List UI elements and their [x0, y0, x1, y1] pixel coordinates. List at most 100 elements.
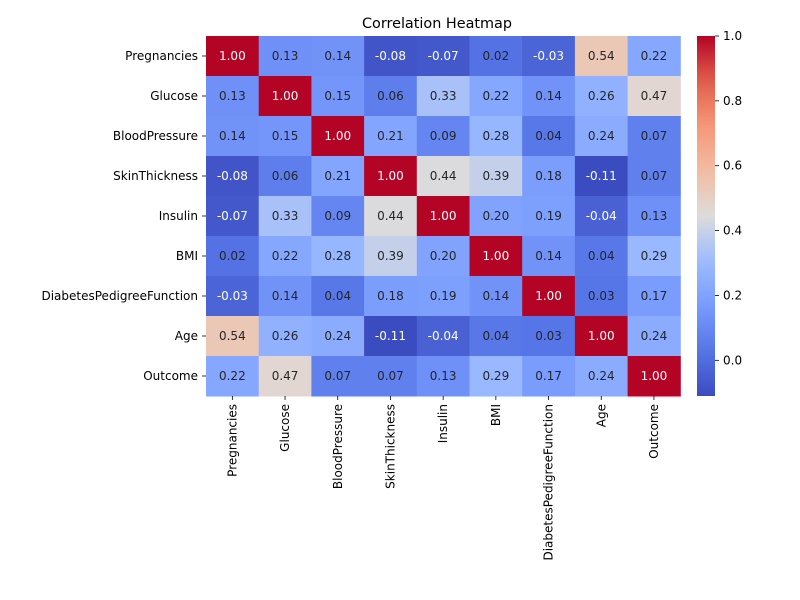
- cell-value-label: 0.24: [588, 129, 615, 143]
- cell-value-label: 0.06: [272, 169, 299, 183]
- cell-value-label: 0.19: [430, 289, 457, 303]
- heatmap-cell: [574, 276, 629, 317]
- cell-value-label: 0.39: [482, 169, 509, 183]
- heatmap-cell: [574, 236, 629, 277]
- heatmap-cell: [206, 276, 260, 317]
- cell-value-label: 0.03: [535, 329, 562, 343]
- heatmap-cell: [416, 276, 470, 317]
- heatmap-cell: [206, 196, 260, 237]
- x-tick-label: Insulin: [436, 404, 450, 443]
- heatmap-cell: [574, 36, 629, 77]
- heatmap-cell: [522, 156, 576, 197]
- heatmap-cell: [206, 236, 260, 277]
- cell-value-label: 0.14: [272, 289, 299, 303]
- heatmap-cell: [364, 76, 418, 117]
- heatmap-cell: [416, 76, 470, 117]
- cell-value-label: 0.15: [272, 129, 299, 143]
- heatmap-cell: [574, 356, 629, 397]
- cell-value-label: -0.11: [375, 329, 406, 343]
- cell-value-label: 1.00: [588, 329, 615, 343]
- heatmap-cell: [364, 36, 418, 77]
- heatmap-cell: [311, 276, 365, 317]
- cell-value-label: 0.15: [324, 89, 351, 103]
- heatmap-cell: [469, 316, 523, 357]
- cell-value-label: 0.03: [588, 289, 615, 303]
- heatmap-cell: [206, 116, 260, 157]
- x-tick-label: BloodPressure: [331, 404, 345, 489]
- cell-value-label: 0.39: [377, 249, 404, 263]
- x-tick-label: DiabetesPedigreeFunction: [542, 404, 556, 561]
- colorbar-tick-label: 0.4: [723, 224, 742, 238]
- heatmap-cell: [627, 276, 681, 317]
- cell-value-label: 0.24: [324, 329, 351, 343]
- heatmap-cell: [574, 316, 629, 357]
- heatmap-cell: [574, 116, 629, 157]
- cell-value-label: 0.07: [324, 369, 351, 383]
- heatmap-cell: [522, 276, 576, 317]
- cell-value-label: 0.14: [535, 89, 562, 103]
- heatmap-cell: [469, 156, 523, 197]
- y-tick-label: BMI: [176, 249, 198, 263]
- cell-value-label: 0.47: [641, 89, 668, 103]
- heatmap-cell: [469, 236, 523, 277]
- cell-value-label: 0.18: [377, 289, 404, 303]
- heatmap-cell: [627, 196, 681, 237]
- cell-value-label: 0.14: [219, 129, 246, 143]
- heatmap-cell: [311, 156, 365, 197]
- heatmap-cell: [522, 316, 576, 357]
- heatmap-cell: [416, 196, 470, 237]
- cell-value-label: -0.03: [533, 49, 564, 63]
- x-tick-label: Age: [594, 404, 608, 427]
- cell-value-label: 0.47: [272, 369, 299, 383]
- x-tick-label: Pregnancies: [225, 404, 239, 477]
- heatmap-cell: [364, 116, 418, 157]
- heatmap-cell: [364, 316, 418, 357]
- y-tick-label: BloodPressure: [113, 129, 198, 143]
- cell-value-label: 0.17: [535, 369, 562, 383]
- cell-value-label: 0.18: [535, 169, 562, 183]
- heatmap-cell: [206, 36, 260, 77]
- heatmap-cell: [311, 116, 365, 157]
- heatmap-cell: [311, 76, 365, 117]
- heatmap-cell: [469, 356, 523, 397]
- cell-value-label: 0.24: [641, 329, 668, 343]
- colorbar-gradient: [697, 36, 715, 396]
- heatmap-cell: [258, 316, 312, 357]
- heatmap-cell: [206, 156, 260, 197]
- cell-value-label: 0.04: [324, 289, 351, 303]
- colorbar-tick-label: 0.8: [723, 94, 742, 108]
- x-tick-label: Glucose: [278, 404, 292, 452]
- heatmap-cell: [522, 76, 576, 117]
- cell-value-label: 0.22: [482, 89, 509, 103]
- cell-value-label: 0.02: [482, 49, 509, 63]
- y-tick-label: Glucose: [150, 89, 198, 103]
- colorbar-tick-label: 1.0: [723, 29, 742, 43]
- cell-value-label: 0.02: [219, 249, 246, 263]
- chart-title: Correlation Heatmap: [362, 16, 512, 32]
- heatmap-cell: [364, 356, 418, 397]
- heatmap-cell: [522, 116, 576, 157]
- heatmap-cell: [574, 196, 629, 237]
- heatmap-cell: [258, 236, 312, 277]
- cell-value-label: 0.06: [377, 89, 404, 103]
- cell-value-label: -0.07: [217, 209, 248, 223]
- heatmap-cell: [258, 276, 312, 317]
- heatmap-cell: [627, 116, 681, 157]
- cell-value-label: -0.03: [217, 289, 248, 303]
- heatmap-cell: [627, 356, 681, 397]
- cell-value-label: 0.21: [377, 129, 404, 143]
- heatmap-cell: [469, 276, 523, 317]
- cell-value-label: 0.14: [535, 249, 562, 263]
- y-tick-label: Insulin: [159, 209, 198, 223]
- cell-value-label: -0.08: [375, 49, 406, 63]
- cell-value-label: 1.00: [535, 289, 562, 303]
- cell-value-label: 1.00: [324, 129, 351, 143]
- heatmap-cell: [469, 116, 523, 157]
- heatmap-cell: [364, 236, 418, 277]
- cell-value-label: 1.00: [377, 169, 404, 183]
- cell-value-label: 0.28: [482, 129, 509, 143]
- y-tick-label: SkinThickness: [113, 169, 198, 183]
- heatmap-cell: [258, 76, 312, 117]
- cell-value-label: -0.08: [217, 169, 248, 183]
